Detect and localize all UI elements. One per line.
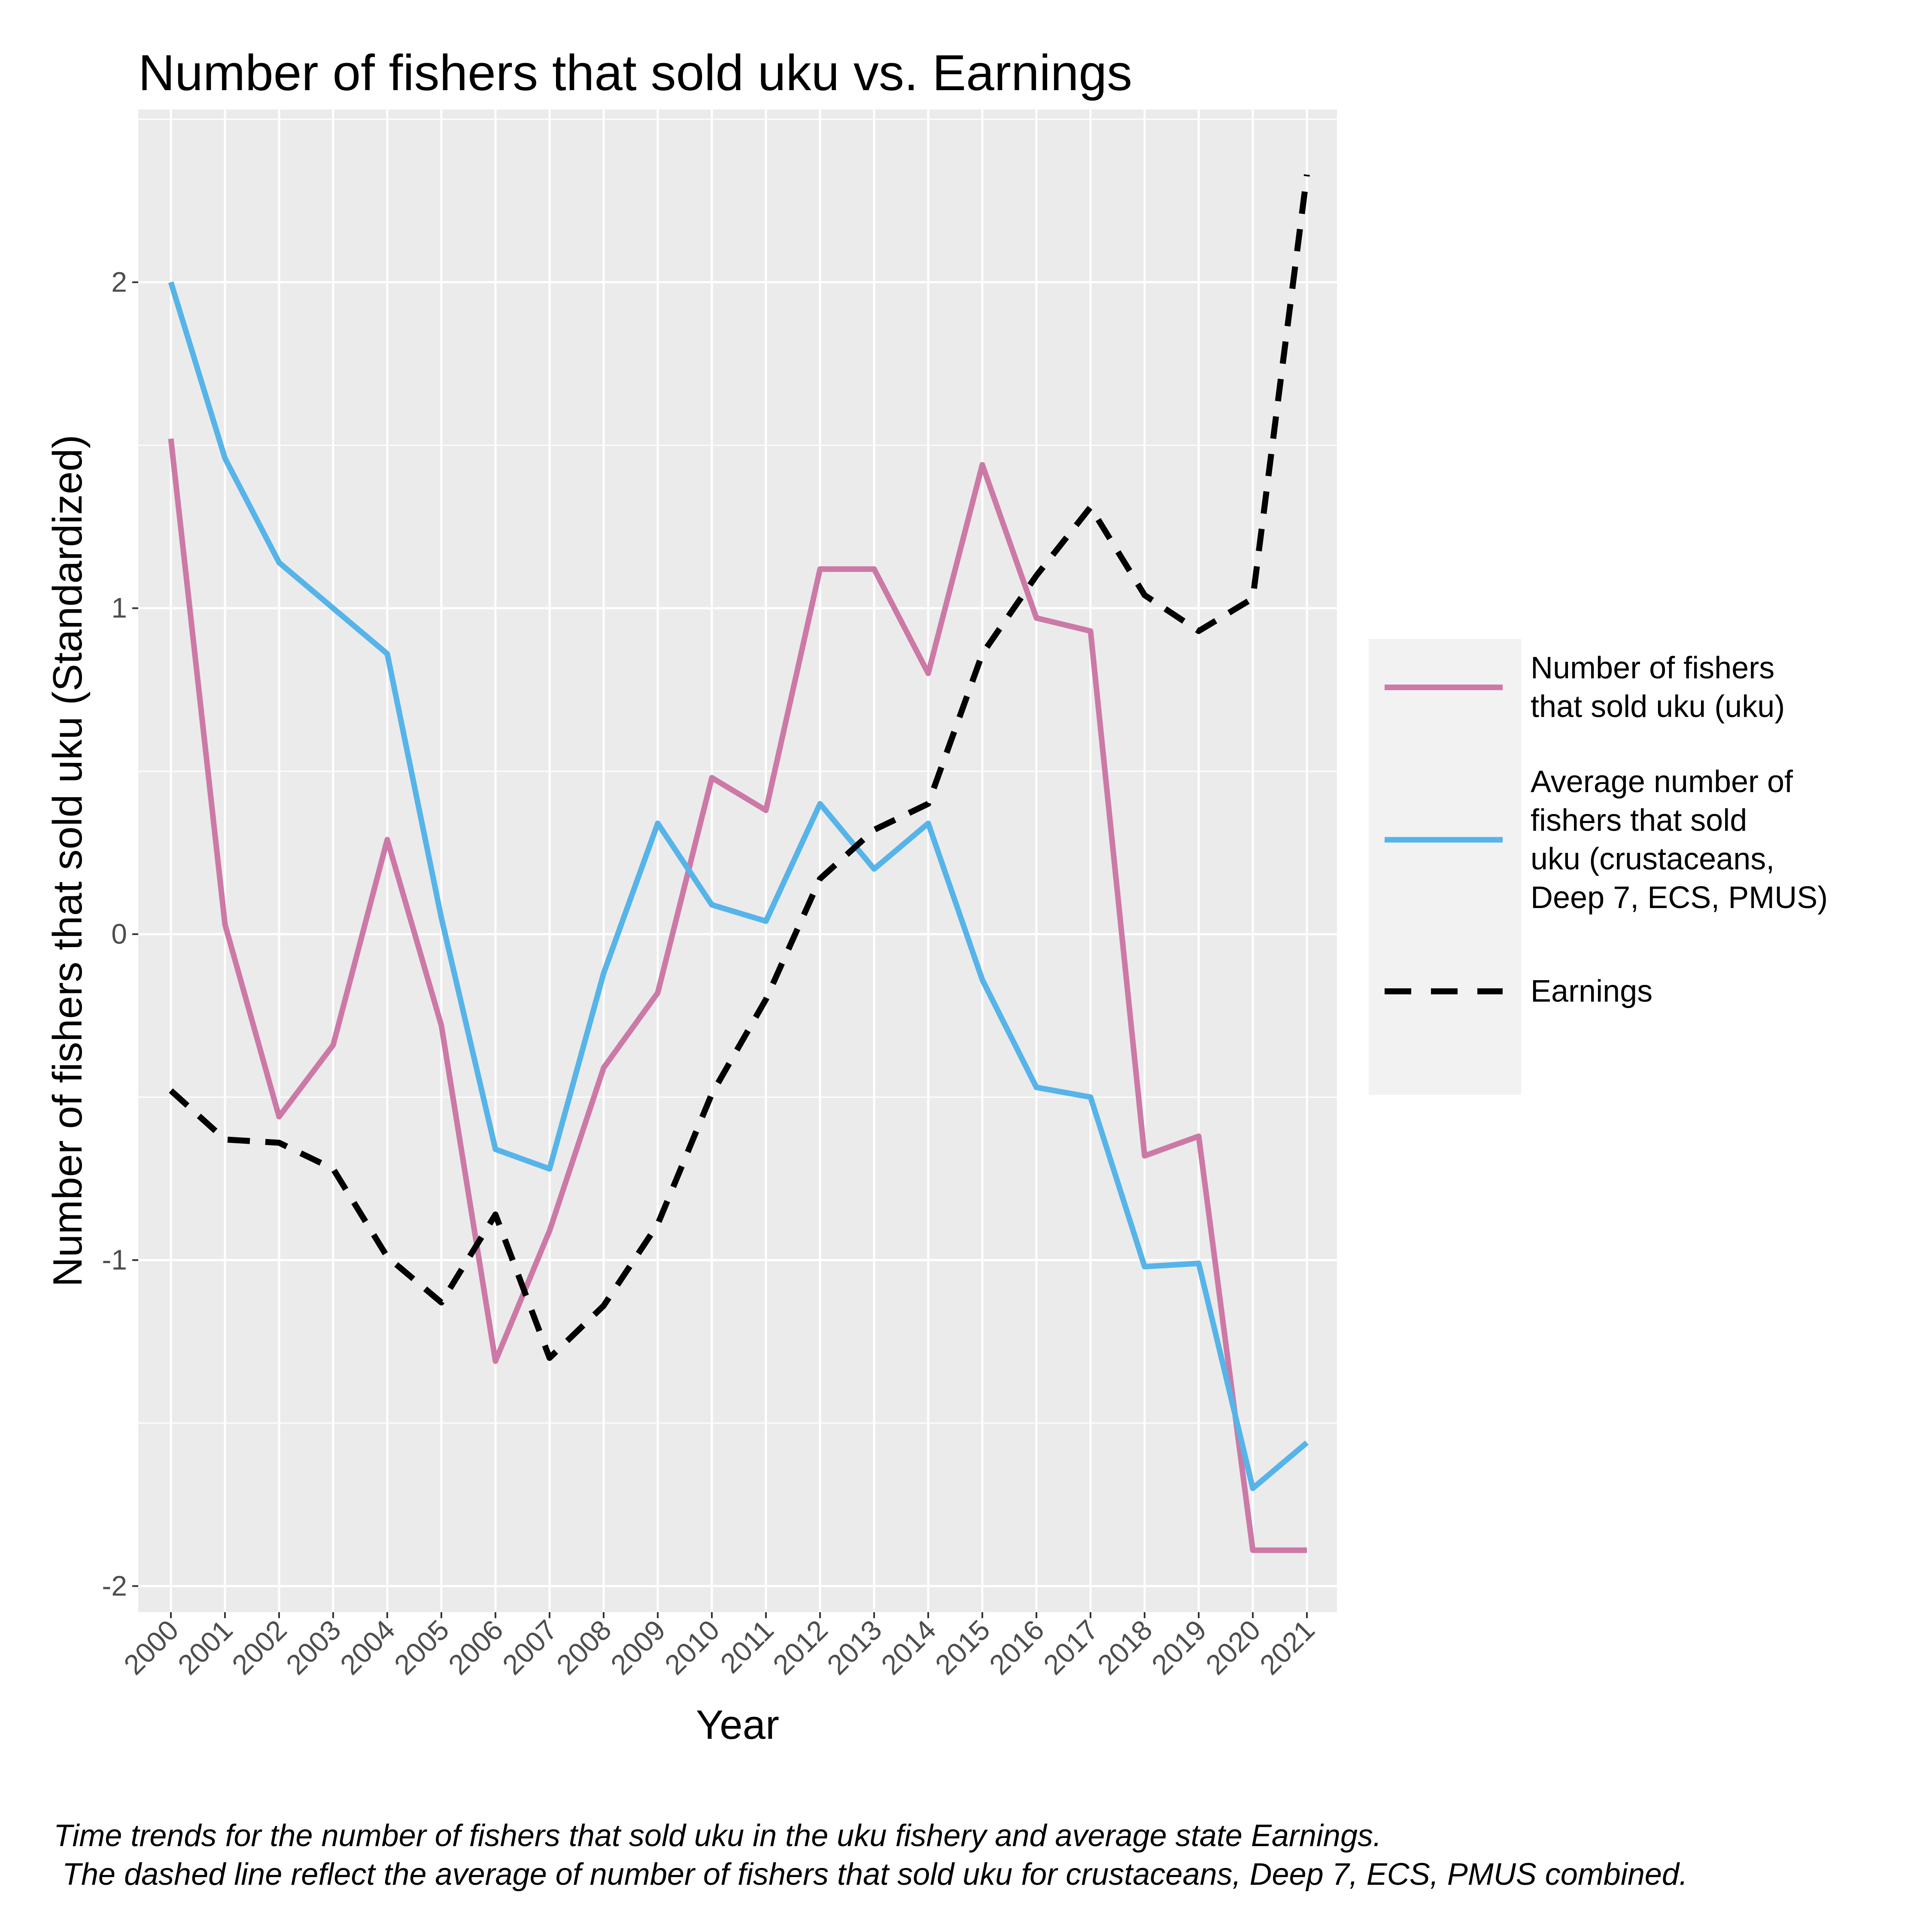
x-axis-ticks: 2000200120022003200420052006200720082009… (118, 1612, 1321, 1681)
chart-caption: Time trends for the number of fishers th… (54, 1819, 1688, 1892)
plot-panel (138, 109, 1337, 1612)
caption-line-2: The dashed line reflect the average of n… (54, 1857, 1688, 1892)
x-tick-label: 2020 (1200, 1614, 1267, 1681)
legend-label: Deep 7, ECS, PMUS) (1531, 881, 1828, 915)
x-tick-label: 2015 (929, 1614, 996, 1681)
x-tick-label: 2010 (659, 1614, 726, 1681)
x-tick-label: 2000 (118, 1614, 185, 1681)
series-layer (168, 174, 1310, 1553)
x-tick-label: 2004 (334, 1614, 401, 1681)
legend-label: Number of fishers (1531, 651, 1774, 685)
y-tick-label: 2 (111, 266, 127, 298)
x-tick-label: 2005 (388, 1614, 455, 1681)
x-tick-label: 2012 (767, 1614, 834, 1681)
x-tick-label: 2017 (1037, 1614, 1104, 1681)
x-tick-label: 2019 (1145, 1614, 1212, 1681)
chart-title: Number of fishers that sold uku vs. Earn… (138, 45, 1132, 101)
legend-label: uku (crustaceans, (1531, 842, 1774, 876)
legend-label: Earnings (1531, 974, 1653, 1009)
series-line-2 (168, 281, 1309, 1491)
legend-label: that sold uku (uku) (1531, 690, 1785, 724)
x-axis-title: Year (696, 1702, 779, 1748)
x-tick-label: 2003 (280, 1614, 347, 1681)
x-tick-label: 2006 (442, 1614, 509, 1681)
y-axis-ticks: -2 -1 0 1 2 (102, 266, 138, 1601)
x-tick-label: 2009 (605, 1614, 671, 1681)
x-tick-label: 2021 (1254, 1614, 1321, 1681)
x-tick-label: 2002 (226, 1614, 293, 1681)
caption-line-1: Time trends for the number of fishers th… (54, 1819, 1382, 1853)
y-tick-label: 1 (111, 592, 127, 624)
x-tick-label: 2016 (983, 1614, 1050, 1681)
x-tick-label: 2014 (875, 1614, 942, 1681)
x-tick-label: 2008 (550, 1614, 617, 1681)
y-tick-label: -1 (102, 1244, 127, 1276)
grid-major (138, 109, 1337, 1612)
legend-label: fishers that sold (1531, 803, 1747, 838)
x-tick-label: 2018 (1091, 1614, 1158, 1681)
legend-background (1369, 639, 1521, 1095)
series-line-1 (168, 438, 1307, 1553)
x-tick-label: 2013 (821, 1614, 888, 1681)
x-tick-label: 2001 (172, 1614, 239, 1681)
x-tick-label: 2011 (714, 1614, 780, 1680)
y-axis-title: Number of fishers that sold uku (Standar… (45, 435, 91, 1287)
series-line-3 (169, 174, 1310, 1361)
legend: Number of fishers that sold uku (uku) Aver… (1369, 639, 1828, 1095)
x-tick-label: 2007 (496, 1614, 563, 1681)
y-tick-label: 0 (111, 918, 127, 950)
legend-label: Average number of (1531, 765, 1793, 799)
y-tick-label: -2 (102, 1570, 127, 1601)
